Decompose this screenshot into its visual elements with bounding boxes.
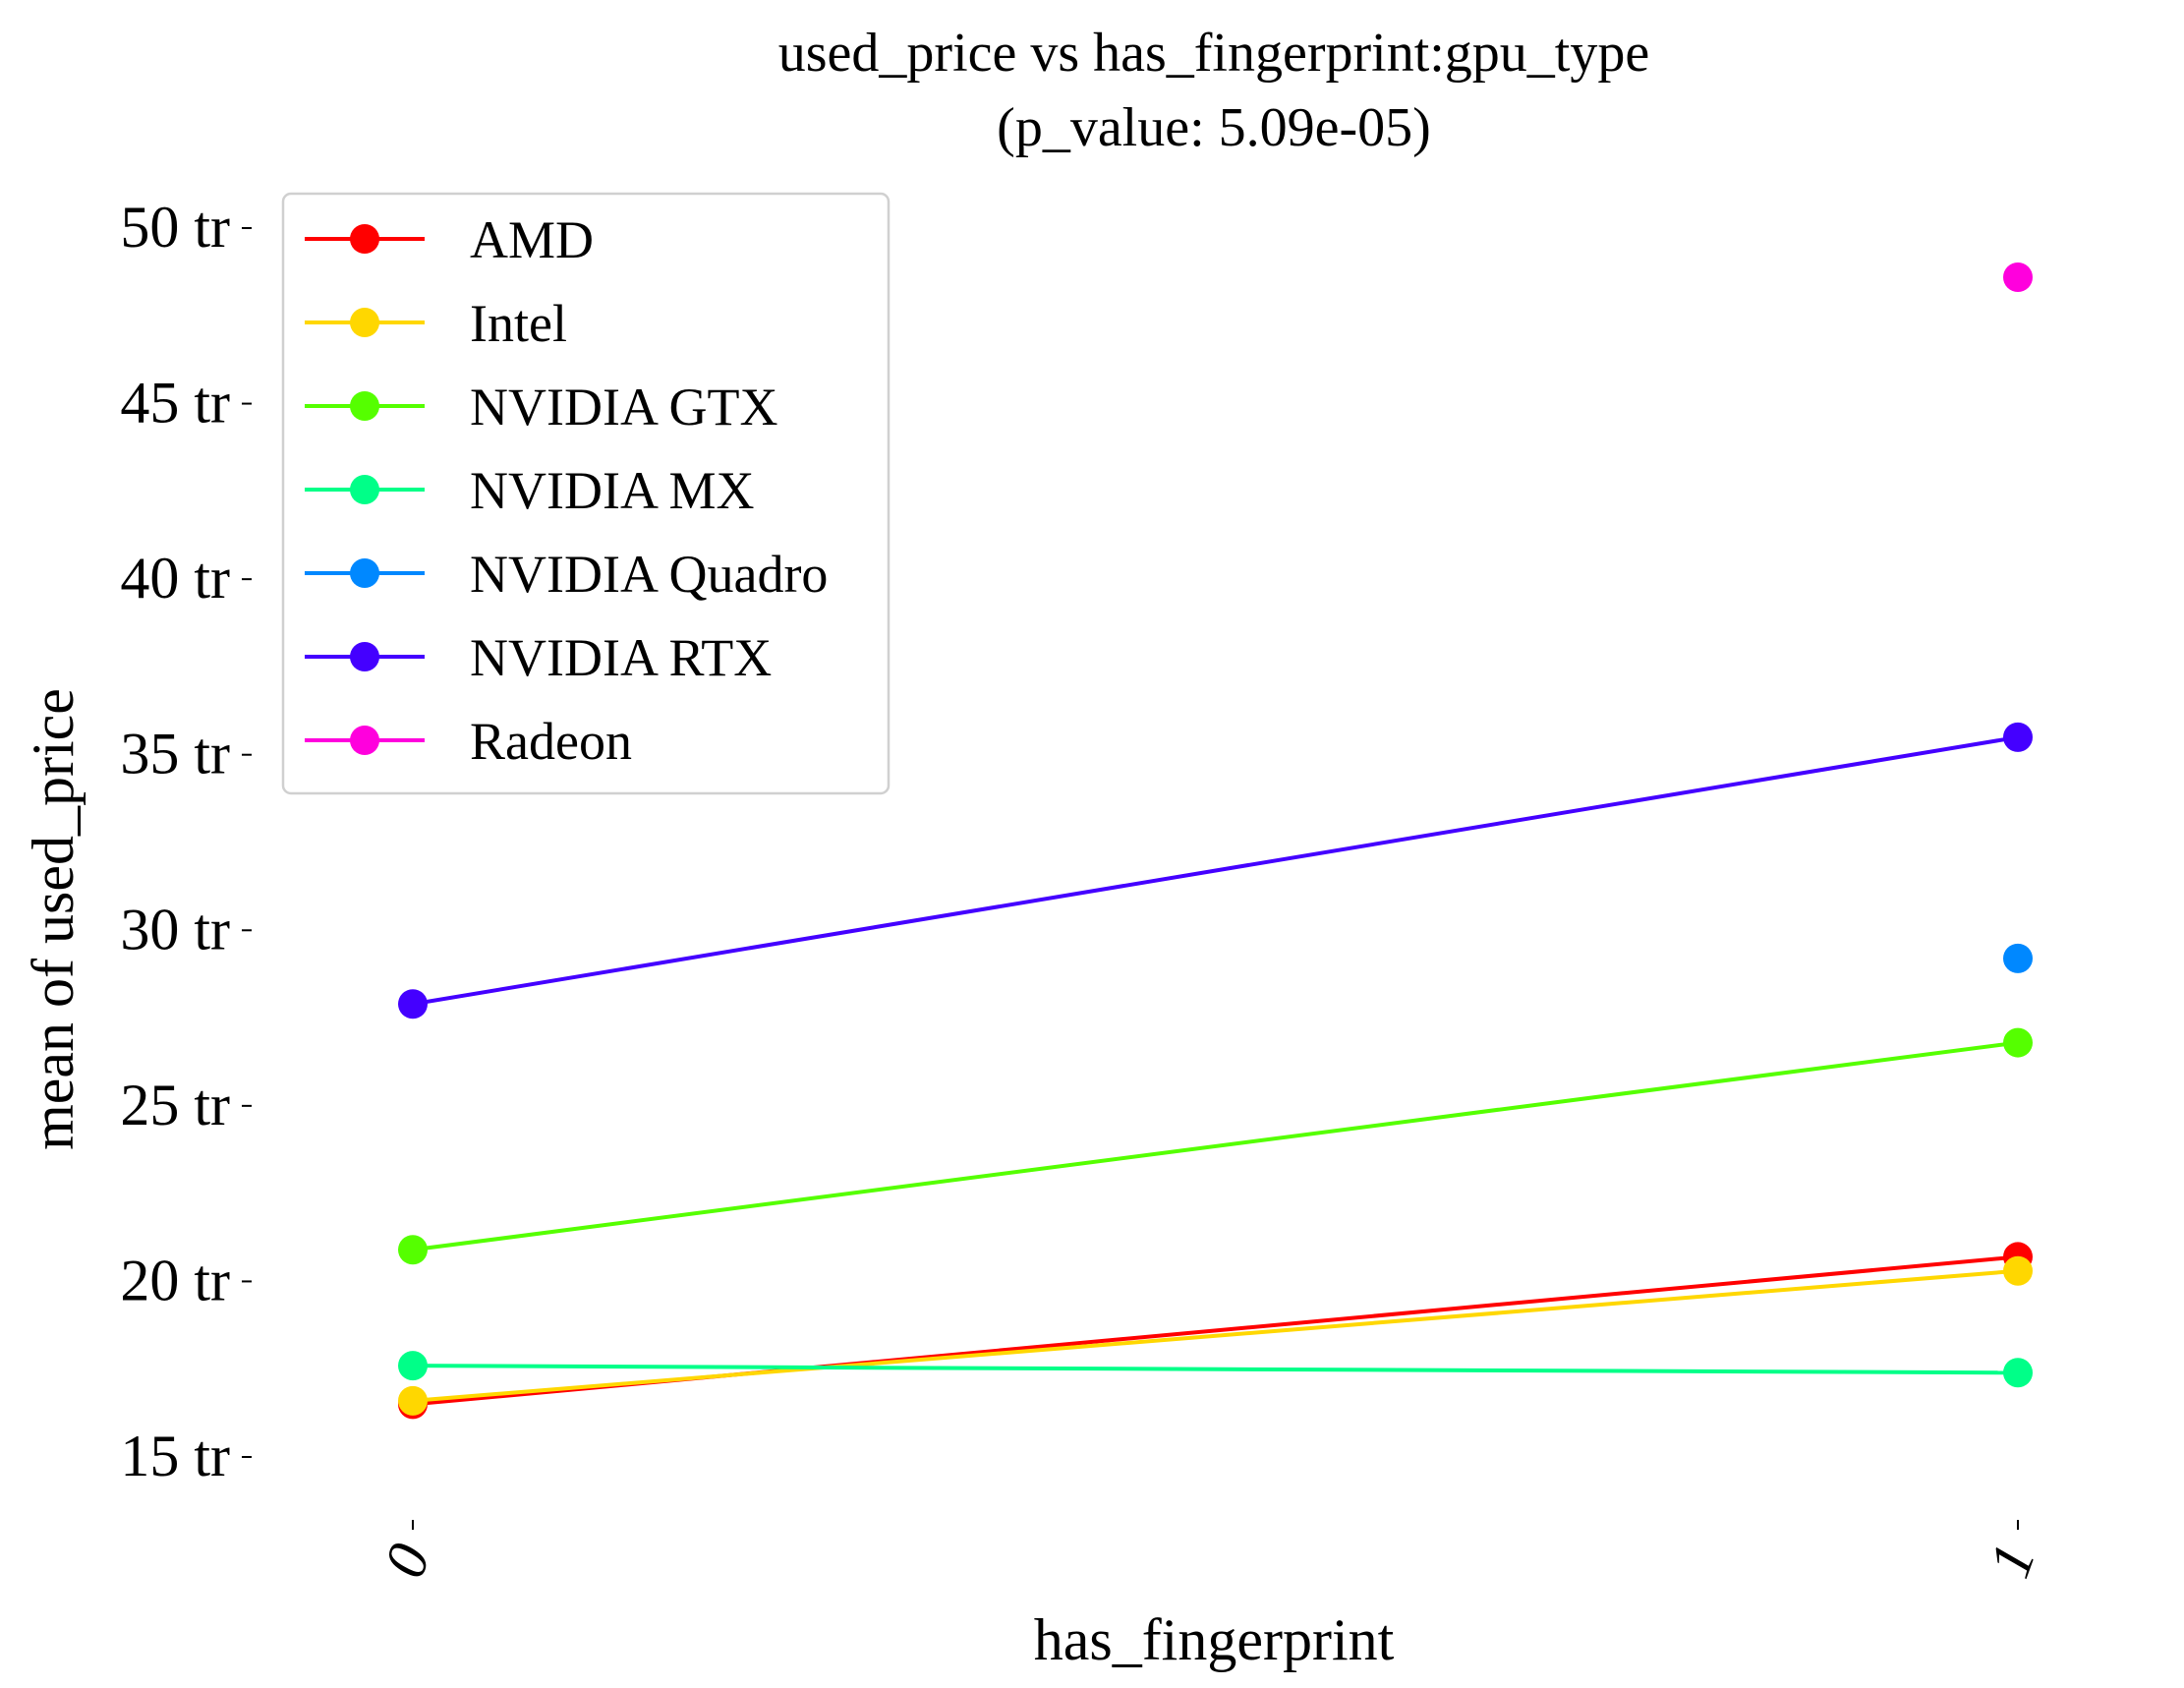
data-point — [2003, 1358, 2033, 1388]
y-tick-label: 25 tr — [120, 1073, 230, 1137]
legend-marker — [350, 475, 379, 504]
data-point — [2003, 943, 2033, 973]
series-intel — [398, 1255, 2033, 1416]
legend-item: Radeon — [305, 712, 632, 771]
series-amd — [398, 1242, 2033, 1420]
data-point — [2003, 1027, 2033, 1058]
y-tick-label: 50 tr — [120, 195, 230, 260]
data-point — [2003, 722, 2033, 752]
series-line — [412, 1364, 2019, 1375]
data-point — [2003, 1255, 2033, 1286]
series-line — [412, 734, 2019, 1007]
chart-subtitle: (p_value: 5.09e-05) — [997, 97, 1431, 158]
series-nvidia-gtx — [398, 1027, 2033, 1265]
legend-label: NVIDIA RTX — [470, 628, 772, 687]
legend-marker — [350, 224, 379, 254]
legend-label: AMD — [470, 210, 594, 269]
legend-marker — [350, 726, 379, 755]
x-tick-label: 1 — [1977, 1536, 2047, 1586]
y-tick-label: 20 tr — [120, 1248, 230, 1312]
series-layer — [398, 262, 2033, 1420]
y-tick-label: 35 tr — [120, 722, 230, 786]
series-radeon — [2003, 262, 2033, 292]
legend-label: NVIDIA MX — [470, 461, 755, 520]
y-tick-label: 15 tr — [120, 1424, 230, 1488]
data-point — [2003, 262, 2033, 292]
legend-marker — [350, 308, 379, 337]
legend-item: NVIDIA RTX — [305, 628, 772, 687]
legend-item: NVIDIA GTX — [305, 378, 777, 437]
legend-item: AMD — [305, 210, 594, 269]
legend-marker — [350, 642, 379, 671]
x-tick-label: 0 — [372, 1536, 442, 1586]
series-nvidia-quadro — [2003, 943, 2033, 973]
legend-item: NVIDIA MX — [305, 461, 755, 520]
y-axis-label: mean of used_price — [21, 688, 86, 1150]
series-line — [412, 1040, 2019, 1252]
legend: AMD Intel NVIDIA GTX NVIDIA MX NVIDIA Quadro… — [281, 192, 891, 795]
data-point — [398, 1385, 428, 1416]
legend-item: NVIDIA Quadro — [305, 545, 828, 604]
data-point — [398, 1351, 428, 1381]
legend-label: NVIDIA Quadro — [470, 545, 828, 604]
series-line — [412, 1268, 2019, 1403]
series-nvidia-rtx — [398, 722, 2033, 1019]
data-point — [398, 989, 428, 1019]
legend-item: Intel — [305, 294, 567, 353]
legend-label: Radeon — [470, 712, 632, 771]
legend-marker — [350, 558, 379, 588]
x-axis-label: has_fingerprint — [1034, 1607, 1395, 1672]
legend-label: Intel — [470, 294, 567, 353]
legend-frame — [281, 192, 891, 795]
y-axis: 15 tr 20 tr 25 tr 30 tr 35 tr 40 tr 45 tr 50 tr — [120, 195, 252, 1488]
data-point — [398, 1235, 428, 1265]
legend-marker — [350, 391, 379, 421]
y-tick-label: 40 tr — [120, 546, 230, 611]
chart-title: used_price vs has_fingerprint:gpu_type — [778, 23, 1649, 84]
y-tick-label: 30 tr — [120, 897, 230, 961]
y-tick-label: 45 tr — [120, 371, 230, 436]
series-nvidia-mx — [398, 1351, 2033, 1388]
legend-label: NVIDIA GTX — [470, 378, 777, 437]
